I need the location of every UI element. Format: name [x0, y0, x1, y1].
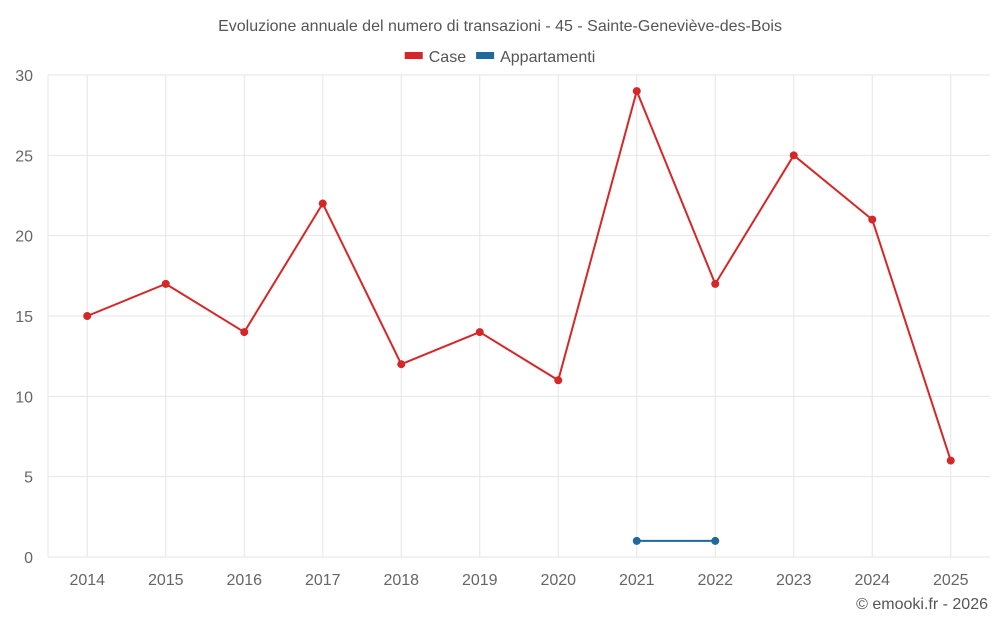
data-point[interactable] [711, 536, 720, 545]
y-tick-label: 30 [15, 68, 33, 85]
x-tick-label: 2019 [462, 572, 498, 589]
chart-title: Evoluzione annuale del numero di transaz… [218, 18, 782, 35]
credit-text: © emooki.fr - 2026 [856, 596, 988, 613]
series-line [86, 90, 952, 461]
x-tick-label: 2022 [697, 572, 733, 589]
legend-swatch [476, 52, 495, 59]
data-point[interactable] [161, 279, 170, 288]
y-tick-label: 15 [15, 309, 33, 326]
data-point[interactable] [946, 456, 955, 465]
y-tick-label: 25 [15, 148, 33, 165]
data-point[interactable] [397, 360, 406, 369]
y-axis: 0 5 10 15 20 25 30 [15, 68, 33, 567]
data-point[interactable] [83, 312, 92, 320]
data-point[interactable] [318, 199, 327, 208]
x-tick-label: 2016 [226, 572, 262, 589]
x-tick-label: 2023 [776, 572, 812, 589]
series-case [83, 87, 955, 465]
x-tick-label: 2015 [148, 572, 184, 589]
data-point[interactable] [868, 215, 877, 224]
x-tick-label: 2017 [305, 572, 341, 589]
series-appartamenti [632, 536, 720, 545]
data-point[interactable] [789, 151, 798, 160]
data-point[interactable] [632, 536, 641, 545]
legend-swatch [404, 52, 423, 59]
x-tick-label: 2021 [619, 572, 655, 589]
x-tick-label: 2024 [854, 572, 890, 589]
y-tick-label: 20 [15, 229, 33, 246]
x-tick-label: 2020 [540, 572, 576, 589]
data-point[interactable] [240, 328, 249, 337]
x-tick-label: 2014 [69, 572, 105, 589]
data-point[interactable] [554, 376, 563, 385]
legend: Case Appartamenti [404, 49, 595, 66]
y-tick-label: 10 [15, 389, 33, 406]
grid [47, 74, 990, 558]
data-point[interactable] [632, 87, 641, 96]
data-point[interactable] [475, 328, 484, 337]
x-tick-label: 2018 [383, 572, 419, 589]
x-tick-label: 2025 [933, 572, 969, 589]
y-tick-label: 0 [24, 550, 33, 567]
data-point[interactable] [711, 279, 720, 288]
series-layer [83, 87, 955, 545]
x-axis: 2014 2015 2016 2017 2018 2019 2020 2021 2022 2023… [69, 572, 968, 589]
legend-label: Appartamenti [500, 49, 595, 66]
legend-label: Case [429, 49, 466, 66]
y-tick-label: 5 [24, 470, 33, 487]
